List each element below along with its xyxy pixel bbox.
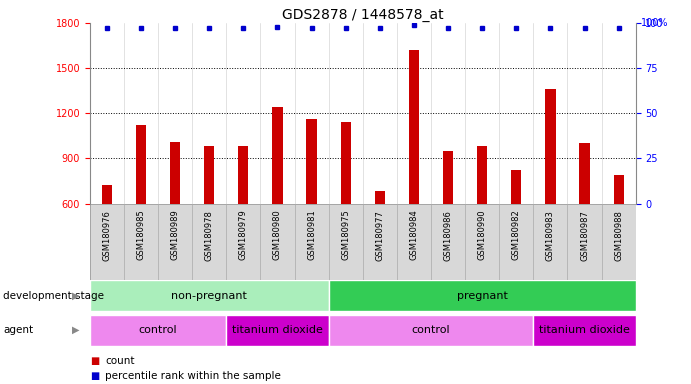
- Text: agent: agent: [3, 325, 34, 335]
- Text: count: count: [105, 356, 135, 366]
- Title: GDS2878 / 1448578_at: GDS2878 / 1448578_at: [282, 8, 444, 22]
- Bar: [170, 142, 180, 204]
- Bar: [375, 192, 385, 204]
- Bar: [580, 143, 589, 204]
- Text: GSM180986: GSM180986: [444, 210, 453, 260]
- Bar: [341, 122, 351, 204]
- Bar: [90, 315, 227, 346]
- Bar: [329, 315, 533, 346]
- Text: GSM180987: GSM180987: [580, 210, 589, 260]
- Text: ▶: ▶: [72, 325, 79, 335]
- Text: pregnant: pregnant: [457, 291, 508, 301]
- Text: GSM180990: GSM180990: [477, 210, 486, 260]
- Text: GSM180984: GSM180984: [410, 210, 419, 260]
- Text: GSM180983: GSM180983: [546, 210, 555, 260]
- Text: GSM180977: GSM180977: [375, 210, 384, 260]
- Bar: [238, 146, 249, 204]
- Bar: [329, 280, 636, 311]
- Text: control: control: [412, 325, 451, 335]
- Text: percentile rank within the sample: percentile rank within the sample: [105, 371, 281, 381]
- Bar: [545, 89, 556, 204]
- Text: GSM180989: GSM180989: [171, 210, 180, 260]
- Text: GSM180982: GSM180982: [512, 210, 521, 260]
- Bar: [204, 146, 214, 204]
- Text: titanium dioxide: titanium dioxide: [539, 325, 630, 335]
- Text: GSM180981: GSM180981: [307, 210, 316, 260]
- Bar: [227, 315, 329, 346]
- Text: 100%: 100%: [641, 18, 669, 28]
- Bar: [136, 125, 146, 204]
- Text: GSM180985: GSM180985: [137, 210, 146, 260]
- Text: ▶: ▶: [72, 291, 79, 301]
- Text: non-pregnant: non-pregnant: [171, 291, 247, 301]
- Text: control: control: [139, 325, 178, 335]
- Bar: [443, 151, 453, 204]
- Bar: [477, 146, 487, 204]
- Text: ■: ■: [90, 371, 99, 381]
- Text: development stage: development stage: [3, 291, 104, 301]
- Bar: [409, 50, 419, 204]
- Text: GSM180978: GSM180978: [205, 210, 214, 260]
- Bar: [307, 119, 316, 204]
- Bar: [272, 107, 283, 204]
- Text: GSM180979: GSM180979: [239, 210, 248, 260]
- Bar: [533, 315, 636, 346]
- Text: GSM180976: GSM180976: [102, 210, 111, 260]
- Text: GSM180975: GSM180975: [341, 210, 350, 260]
- Text: GSM180988: GSM180988: [614, 210, 623, 260]
- Bar: [614, 175, 624, 204]
- Bar: [102, 185, 112, 204]
- Text: titanium dioxide: titanium dioxide: [232, 325, 323, 335]
- Bar: [90, 280, 329, 311]
- Bar: [511, 170, 522, 204]
- Text: ■: ■: [90, 356, 99, 366]
- Text: GSM180980: GSM180980: [273, 210, 282, 260]
